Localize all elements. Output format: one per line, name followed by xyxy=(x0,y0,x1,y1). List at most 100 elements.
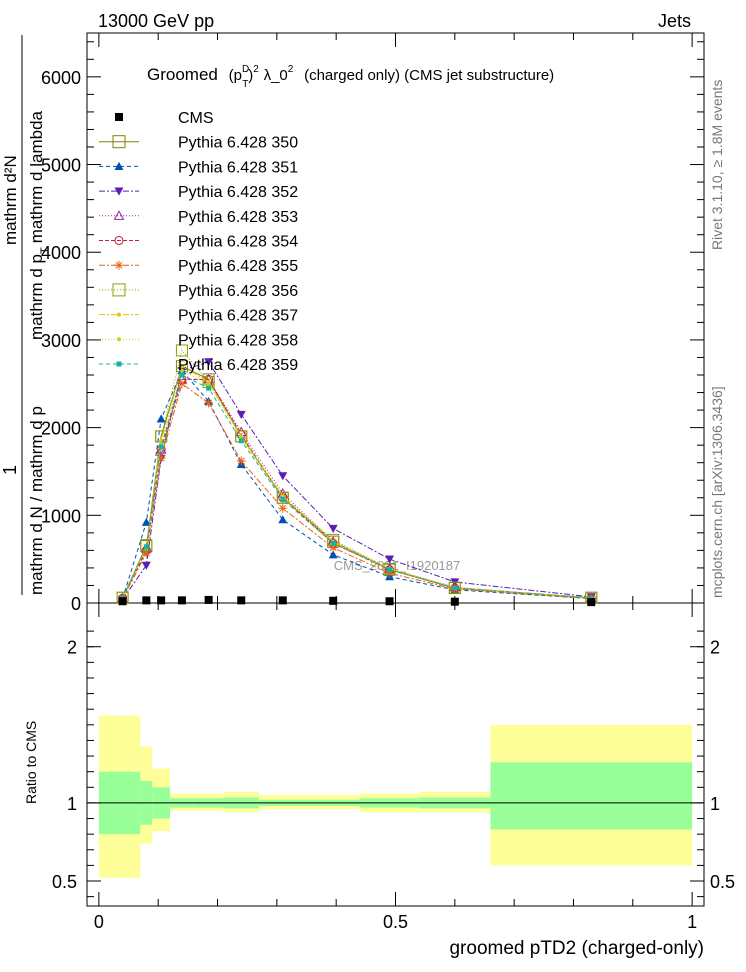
x-tick-label: 0 xyxy=(94,912,104,932)
marker-triangle-down xyxy=(278,472,288,481)
ratio-tick-label-right: 2 xyxy=(710,638,720,658)
y-tick-label: 0 xyxy=(71,594,81,614)
legend-label: Pythia 6.428 353 xyxy=(178,209,298,226)
marker-dot xyxy=(179,368,184,373)
marker-triangle-up xyxy=(156,414,166,423)
marker-star xyxy=(156,453,166,463)
marker-triangle-down xyxy=(114,187,124,196)
series-layer xyxy=(116,344,598,604)
marker-triangle-up xyxy=(328,550,338,559)
y-label-den: mathrm d pTmathrm d lambda xyxy=(27,110,51,340)
x-tick-labels: 0 0.5 1 xyxy=(94,912,697,932)
analysis-watermark: CMS_2021_I1920187 xyxy=(334,558,461,573)
x-axis-label: groomed pTD2 (charged-only) xyxy=(449,938,704,959)
x-tick-label: 0.5 xyxy=(383,912,408,932)
legend-entry: Pythia 6.428 351 xyxy=(99,159,298,176)
legend-label: Pythia 6.428 359 xyxy=(178,357,298,374)
y-tick-label: 1000 xyxy=(41,506,81,526)
marker-circle xyxy=(114,235,124,246)
marker-square xyxy=(175,344,188,357)
cms-data-point xyxy=(142,596,151,605)
marker-star xyxy=(204,398,214,408)
legend-label: Pythia 6.428 357 xyxy=(178,308,298,325)
legend-entry-cms: CMS xyxy=(115,110,214,127)
cms-data-point xyxy=(204,595,213,604)
legend: CMS Pythia 6.428 350 Pythia 6.428 351 Pythi… xyxy=(99,110,298,374)
legend-label: Pythia 6.428 358 xyxy=(178,332,298,349)
marker-dot xyxy=(117,337,121,342)
marker-dot xyxy=(117,312,121,317)
legend-entry: Pythia 6.428 353 xyxy=(99,209,298,226)
x-tick-label: 1 xyxy=(687,912,697,932)
marker-dot-square xyxy=(158,444,164,450)
legend-marker-cms xyxy=(115,113,123,121)
y-label-frac-den: mathrm d N / mathrm d p xyxy=(27,406,46,595)
cms-data-point xyxy=(385,597,394,606)
marker-dot-square xyxy=(143,544,149,550)
ratio-tick-label: 0.5 xyxy=(52,872,77,892)
cms-data-point xyxy=(278,596,287,605)
side-mcplots-label: mcplots.cern.ch [arXiv:1306.3436] xyxy=(709,386,725,598)
marker-triangle-down xyxy=(236,410,246,419)
y-label-num: mathrm d²N xyxy=(1,155,20,245)
y-tick-label: 5000 xyxy=(41,156,81,176)
marker-dot-square xyxy=(330,540,336,546)
cms-data-layer xyxy=(118,595,596,607)
cms-data-point xyxy=(587,598,596,607)
y-tick-label: 6000 xyxy=(41,68,81,88)
ratio-axis-ticks: 0.5 0.5 1 1 2 2 xyxy=(52,603,735,906)
y-tick-label: 3000 xyxy=(41,331,81,351)
ratio-tick-label-right: 0.5 xyxy=(710,872,735,892)
marker-triangle-down xyxy=(385,555,395,564)
ratio-y-label: Ratio to CMS xyxy=(23,721,39,804)
marker-triangle-up xyxy=(141,517,151,526)
y-axis-label: 1 mathrm d N / mathrm d p mathrm d²N mat… xyxy=(0,35,51,595)
legend-entry: Pythia 6.428 359 xyxy=(99,357,298,374)
marker-star xyxy=(141,548,151,558)
marker-dot-square xyxy=(116,361,122,367)
legend-label: Pythia 6.428 352 xyxy=(178,184,298,201)
legend-label: Pythia 6.428 355 xyxy=(178,258,298,275)
y-tick-label: 2000 xyxy=(41,419,81,439)
ratio-tick-label: 1 xyxy=(67,794,77,814)
marker-square xyxy=(276,491,289,504)
marker-dot-square xyxy=(280,497,286,503)
header-jets-label: Jets xyxy=(658,11,691,31)
cms-data-point xyxy=(118,597,127,606)
marker-triangle-up xyxy=(114,161,124,170)
chart-title: Groomed (pD T)2 λ_02 (charged only) (CMS … xyxy=(147,57,554,90)
marker-square xyxy=(383,562,396,575)
series-line xyxy=(122,365,592,599)
legend-label: Pythia 6.428 350 xyxy=(178,135,298,152)
legend-label-cms: CMS xyxy=(178,110,214,127)
ratio-bands xyxy=(87,715,704,878)
marker-dot xyxy=(206,381,211,386)
marker-square xyxy=(112,135,126,149)
series-pythia-6.428-352 xyxy=(118,358,596,604)
marker-dot xyxy=(179,364,184,369)
legend-entry: Pythia 6.428 350 xyxy=(99,135,298,152)
legend-label: Pythia 6.428 351 xyxy=(178,159,298,176)
cms-data-point xyxy=(237,596,246,605)
marker-triangle-down xyxy=(204,358,214,367)
legend-label: Pythia 6.428 354 xyxy=(178,234,298,251)
marker-triangle-up xyxy=(278,515,288,524)
legend-entry: Pythia 6.428 355 xyxy=(99,258,298,275)
legend-entry: Pythia 6.428 352 xyxy=(99,184,298,201)
marker-square xyxy=(140,539,153,552)
cms-data-point xyxy=(157,596,166,605)
y-label-frac-num: 1 xyxy=(0,465,20,475)
marker-dot-square xyxy=(238,438,244,444)
legend-entry: Pythia 6.428 357 xyxy=(99,308,298,325)
main-axis-ticks: 0 1000 2000 3000 4000 5000 6000 xyxy=(41,33,704,614)
ratio-band-green xyxy=(490,762,693,830)
marker-star xyxy=(278,503,288,513)
marker-dot-square xyxy=(387,567,393,573)
series-line xyxy=(122,369,592,600)
marker-star xyxy=(328,543,338,553)
cms-data-point xyxy=(329,596,338,605)
legend-entry: Pythia 6.428 356 xyxy=(99,283,298,300)
marker-dot-square xyxy=(179,372,185,378)
marker-star xyxy=(114,260,124,270)
